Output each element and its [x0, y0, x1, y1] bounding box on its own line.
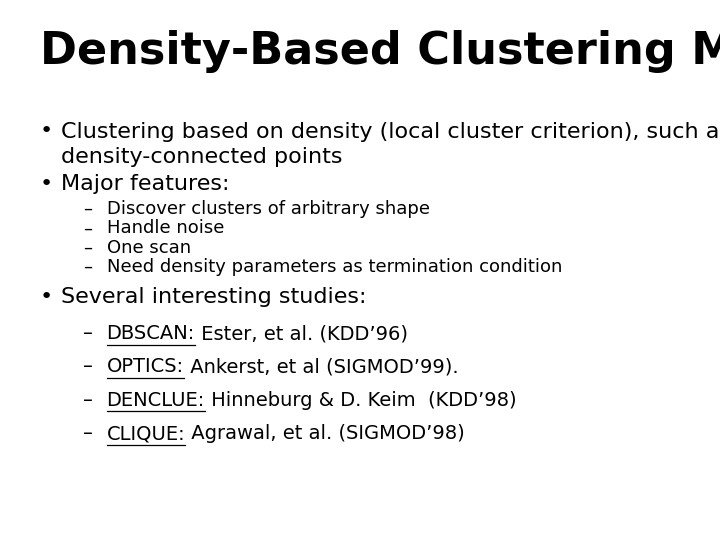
Text: •: • [40, 174, 53, 194]
Text: Hinneburg & D. Keim  (KDD’98): Hinneburg & D. Keim (KDD’98) [204, 391, 516, 410]
Text: Ester, et al. (KDD’96): Ester, et al. (KDD’96) [195, 324, 408, 343]
Text: •: • [40, 122, 53, 141]
Text: –: – [83, 219, 92, 237]
Text: –: – [83, 424, 93, 443]
Text: –: – [83, 258, 92, 276]
Text: –: – [83, 357, 93, 376]
Text: Discover clusters of arbitrary shape: Discover clusters of arbitrary shape [107, 200, 430, 218]
Text: DBSCAN:: DBSCAN: [107, 324, 195, 343]
Text: –: – [83, 239, 92, 256]
Text: Clustering based on density (local cluster criterion), such as: Clustering based on density (local clust… [61, 122, 720, 141]
Text: CLIQUE:: CLIQUE: [107, 424, 185, 443]
Text: –: – [83, 200, 92, 218]
Text: Agrawal, et al. (SIGMOD’98): Agrawal, et al. (SIGMOD’98) [185, 424, 465, 443]
Text: Density-Based Clustering Methods: Density-Based Clustering Methods [40, 30, 720, 73]
Text: Need density parameters as termination condition: Need density parameters as termination c… [107, 258, 562, 276]
Text: density-connected points: density-connected points [61, 147, 343, 167]
Text: OPTICS:: OPTICS: [107, 357, 184, 376]
Text: One scan: One scan [107, 239, 191, 256]
Text: Major features:: Major features: [61, 174, 230, 194]
Text: –: – [83, 391, 93, 410]
Text: Handle noise: Handle noise [107, 219, 224, 237]
Text: Several interesting studies:: Several interesting studies: [61, 287, 366, 307]
Text: •: • [40, 287, 53, 307]
Text: –: – [83, 324, 93, 343]
Text: Ankerst, et al (SIGMOD’99).: Ankerst, et al (SIGMOD’99). [184, 357, 459, 376]
Text: DENCLUE:: DENCLUE: [107, 391, 204, 410]
